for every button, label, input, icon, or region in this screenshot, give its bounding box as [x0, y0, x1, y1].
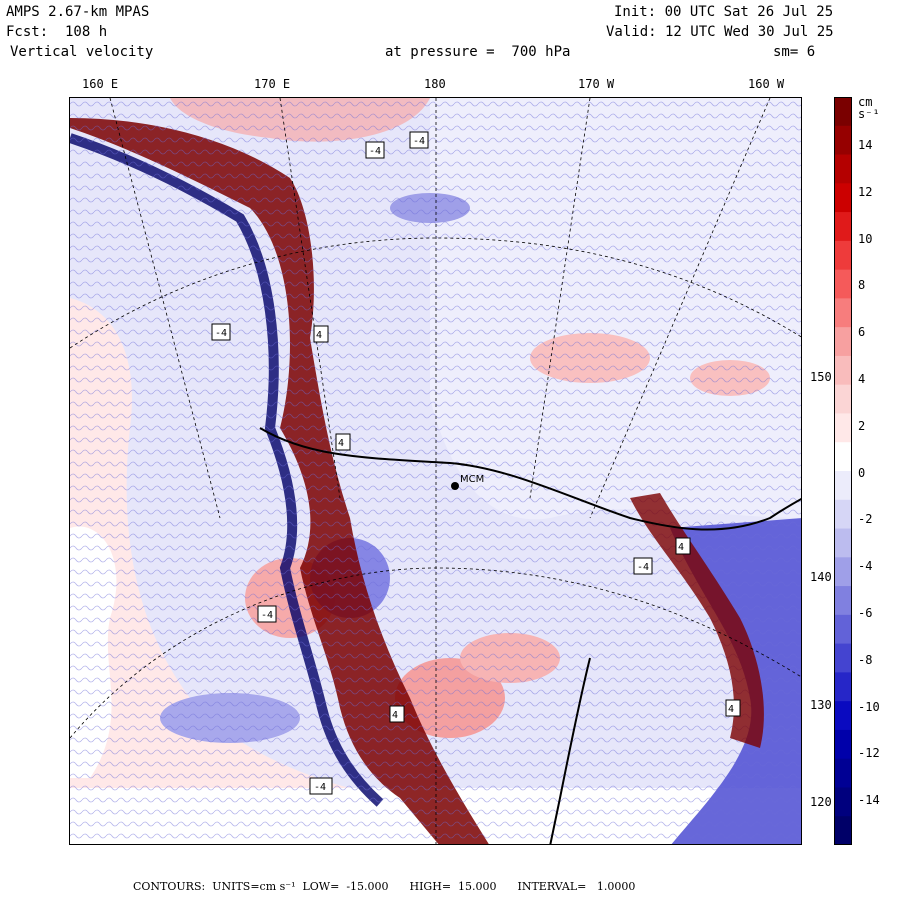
smoothing-label: sm= 6 [773, 44, 816, 60]
valid-time: Valid: 12 UTC Wed 30 Jul 25 [606, 24, 834, 40]
lon-label-160e: 160 E [82, 77, 119, 91]
model-title: AMPS 2.67-km MPAS [6, 4, 150, 20]
vertical-velocity-map: MCM -4 -4 -4 -4 -4 -4 4 4 4 4 4 [69, 97, 802, 845]
colorbar-tick-label: -8 [858, 652, 873, 667]
lon-label-170e: 170 E [254, 77, 291, 91]
contour-label: 4 [338, 438, 344, 449]
lon-label-180: 180 [424, 77, 446, 91]
colorbar-tick-label: -6 [858, 606, 873, 620]
colorbar-swatch [834, 701, 852, 731]
colorbar-tick-label: 0 [858, 465, 866, 480]
contour-label-box [633, 557, 653, 575]
contour-label: -4 [369, 146, 381, 157]
colorbar-swatch [834, 614, 852, 645]
colorbar-tick-label: 8 [858, 278, 866, 293]
contour-footer: CONTOURS: UNITS=cm s⁻¹ LOW= -15.000 HIGH… [133, 880, 636, 893]
colorbar-swatch [834, 154, 852, 184]
contour-label-box [211, 323, 231, 341]
meridian-170e [279, 98, 341, 499]
meridian-160w [589, 98, 771, 519]
map-svg: MCM -4 -4 -4 -4 -4 -4 4 4 4 4 4 [70, 98, 801, 844]
colorbar-tick-label: -12 [858, 746, 880, 761]
contour-label: -4 [261, 610, 273, 621]
colorbar-tick-label: -4 [858, 559, 873, 574]
colorbar-swatch [834, 557, 852, 587]
colorbar-tick-label: 4 [858, 372, 866, 386]
parallel-75s [70, 237, 801, 349]
contour-label: -4 [413, 136, 425, 147]
lon-label-170w: 170 W [578, 77, 615, 91]
colorbar-swatch [834, 212, 852, 242]
colorbar-swatch [834, 298, 852, 328]
colorbar-swatch [834, 672, 852, 702]
contour-label-box [389, 705, 405, 723]
colorbar-swatch [834, 327, 852, 357]
colorbar-tick-label: -10 [858, 699, 880, 714]
contour-label-box [725, 699, 741, 717]
contour-label: -4 [314, 782, 326, 793]
colorbar-swatch [834, 355, 852, 386]
colorbar-swatch [834, 269, 852, 299]
contour-label-box [335, 433, 351, 451]
colorbar-swatch [834, 183, 852, 213]
colorbar-tick-label: 12 [858, 184, 873, 199]
contour-label: 4 [392, 710, 398, 721]
colorbar-swatch [834, 758, 852, 788]
contour-label: 4 [728, 704, 734, 715]
contour-label: -4 [215, 328, 227, 339]
contour-label-box [675, 537, 691, 555]
pressure-level: at pressure = 700 hPa [385, 44, 571, 60]
colorbar-swatch [834, 729, 852, 760]
station-marker [451, 482, 459, 490]
init-time: Init: 00 UTC Sat 26 Jul 25 [614, 4, 834, 20]
colorbar-swatch [834, 816, 852, 845]
contour-label-box [309, 777, 333, 795]
contour-label-box [313, 325, 329, 343]
station-label: MCM [460, 474, 484, 485]
ice-shelf-edge [549, 657, 591, 844]
contour-label-box [365, 141, 385, 159]
colorbar-swatch [834, 125, 852, 156]
forecast-hour: Fcst: 108 h [6, 24, 108, 40]
colorbar-border [834, 97, 852, 845]
right-mountain-band [630, 493, 764, 748]
colorbar-swatch [834, 442, 852, 472]
contour-label-box [257, 605, 277, 623]
colorbar-units: cm s⁻¹ [858, 95, 880, 121]
colorbar-tick-label: -2 [858, 512, 873, 527]
colorbar-swatch [834, 413, 852, 443]
contour-texture [70, 98, 801, 844]
colorbar-swatch [834, 643, 852, 673]
colorbar-swatch [834, 586, 852, 616]
parallel-80s [70, 567, 801, 739]
contour-label: 4 [678, 542, 684, 553]
colorbar-tick-label: 2 [858, 418, 866, 433]
colorbar-tick-label: 14 [858, 138, 873, 152]
colorbar-swatch [834, 240, 852, 271]
colorbar-tick-label: 6 [858, 325, 866, 340]
colorbar [834, 97, 852, 845]
colorbar-swatch [834, 384, 852, 414]
graticule [70, 98, 801, 844]
meridian-170w [529, 98, 591, 499]
colorbar-swatch [834, 97, 852, 127]
colorbar-swatch [834, 499, 852, 530]
colorbar-swatch [834, 787, 852, 817]
field-name: Vertical velocity [10, 44, 154, 60]
colorbar-tick-label: -14 [858, 793, 880, 808]
colorbar-swatch [834, 528, 852, 558]
contour-labels: -4 -4 -4 -4 -4 -4 4 4 4 4 4 [211, 131, 741, 795]
contour-label: 4 [316, 330, 322, 341]
colorbar-swatch [834, 471, 852, 501]
meridian-160e [109, 98, 221, 519]
colorbar-tick-label: 10 [858, 231, 873, 246]
contour-label-box [409, 131, 429, 149]
coastline [259, 427, 801, 531]
lon-label-160w: 160 W [748, 77, 785, 91]
contour-label: -4 [637, 562, 649, 573]
